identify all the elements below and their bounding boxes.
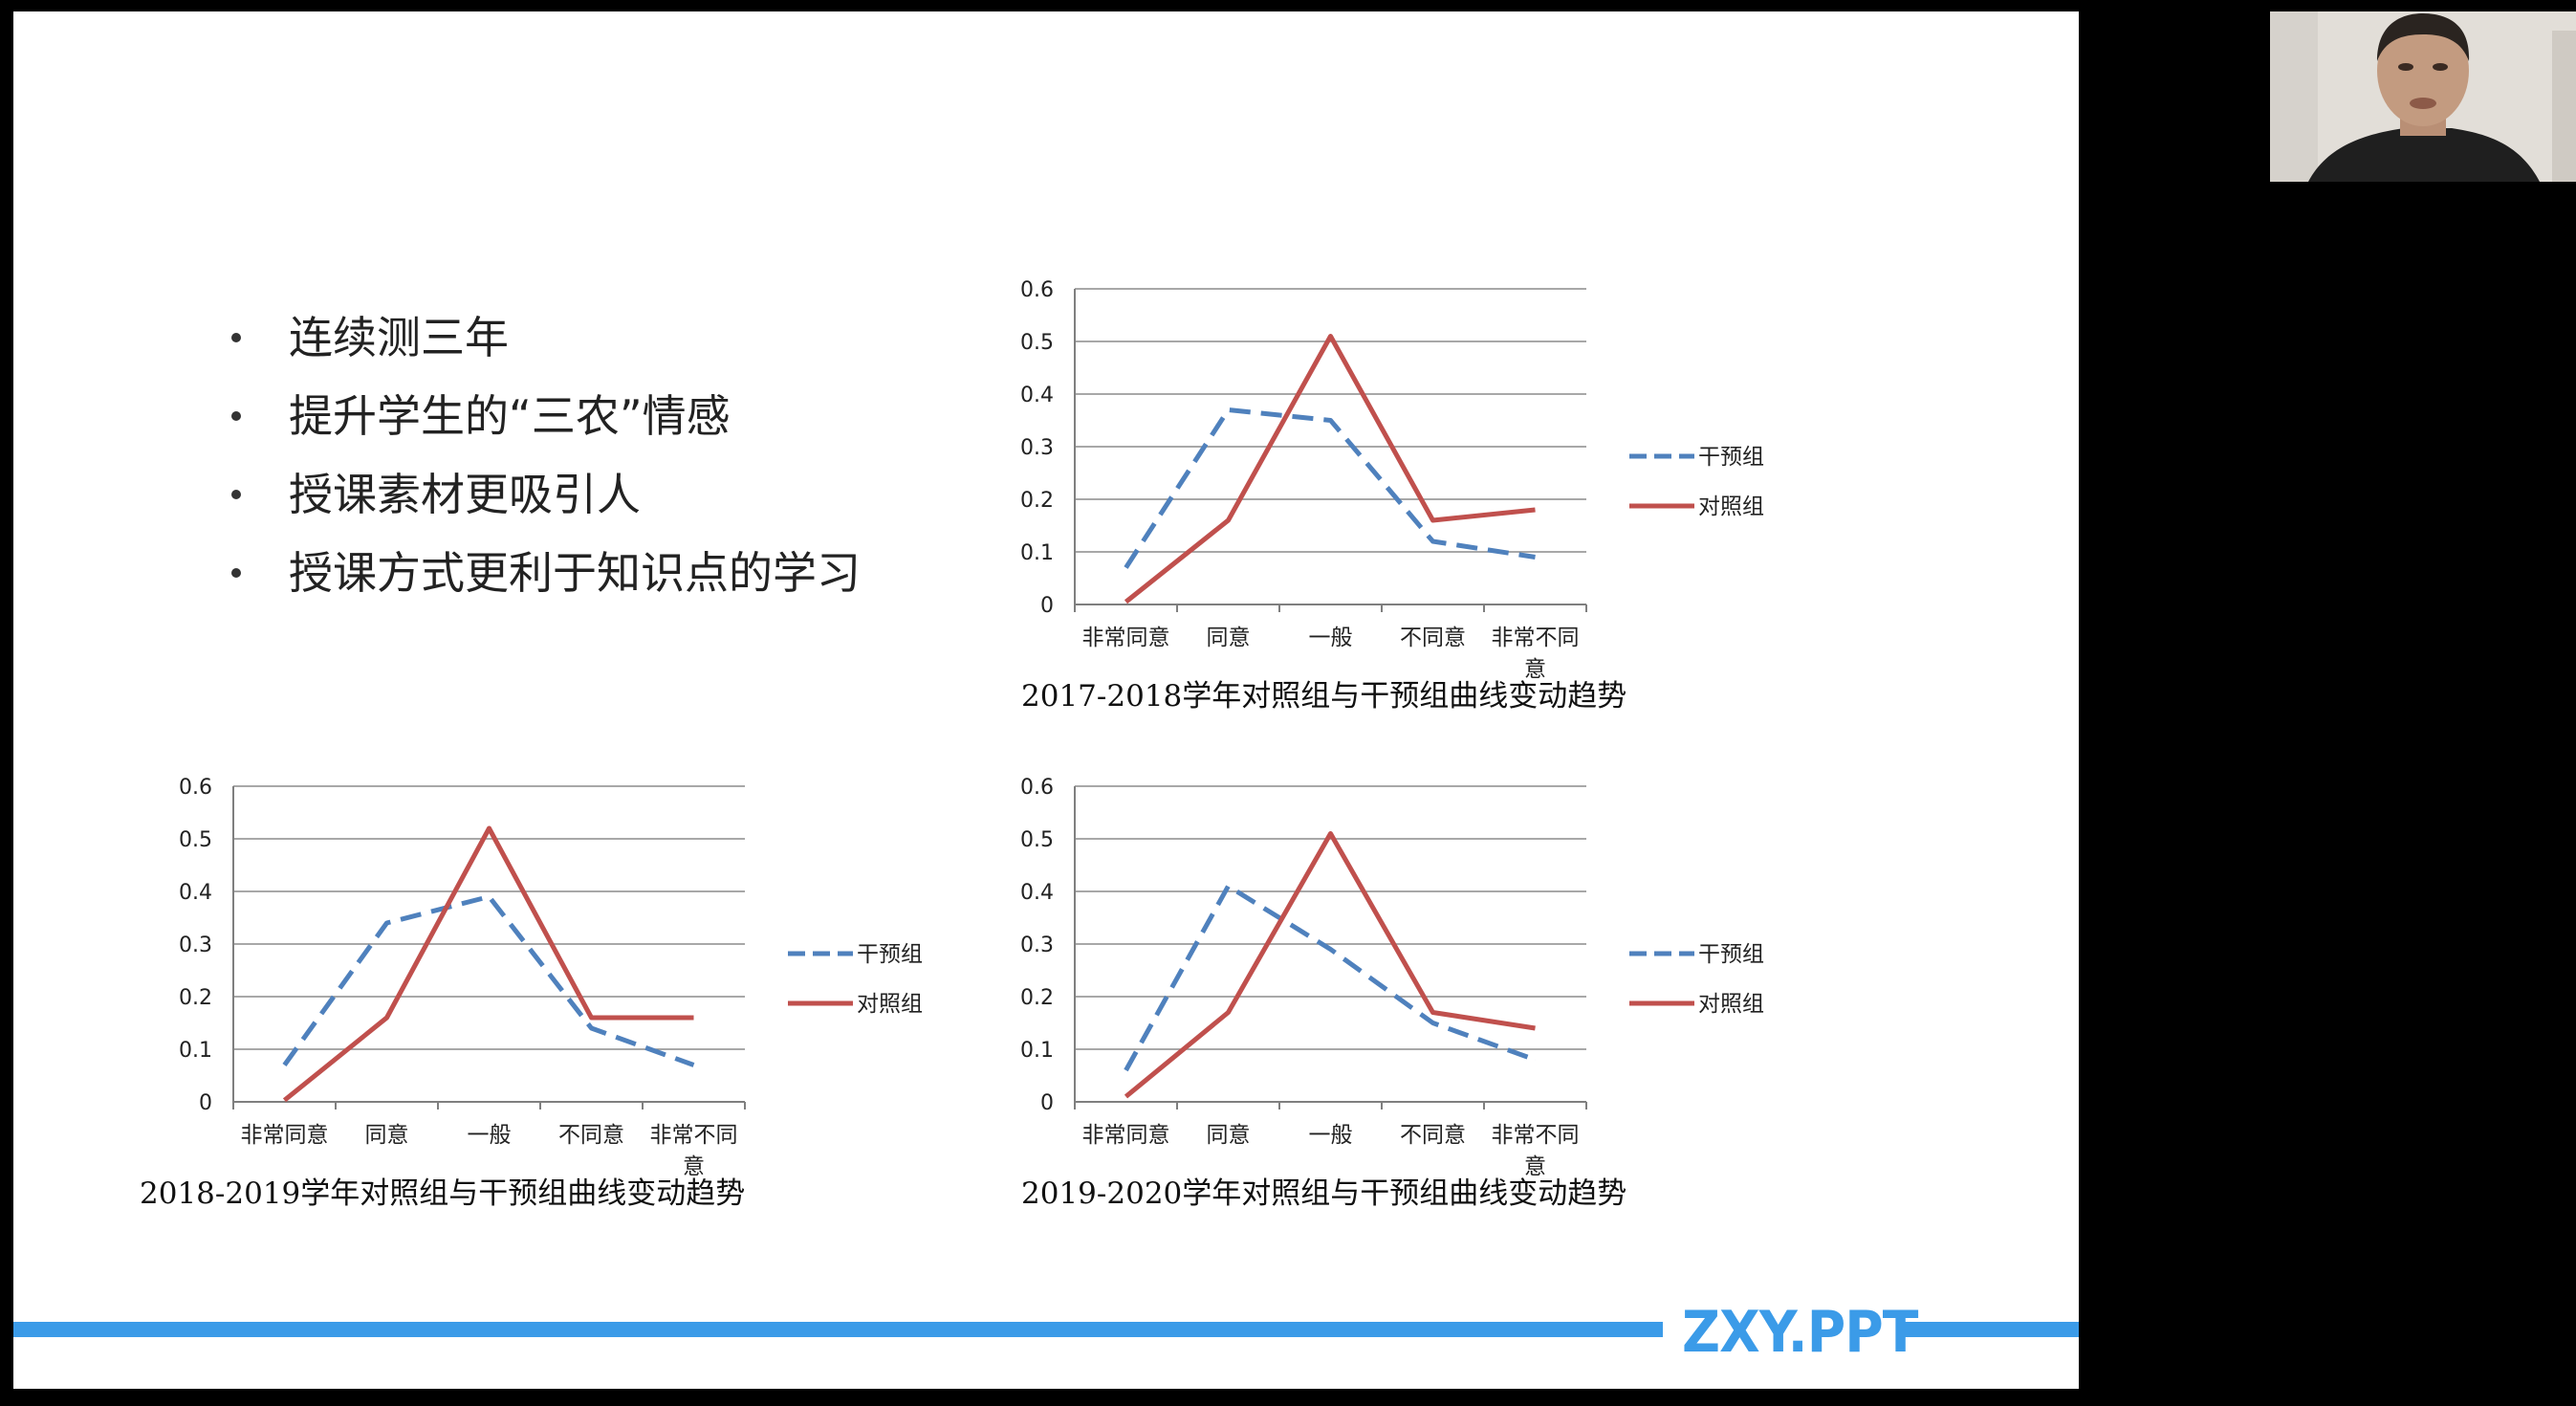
x-tick-label: 非常同意 — [1082, 626, 1170, 650]
x-tick-label: 同意 — [1207, 1123, 1251, 1148]
x-tick-label: 一般 — [1309, 626, 1353, 650]
y-tick-label: 0.2 — [179, 986, 212, 1010]
y-tick-label: 0 — [1040, 594, 1054, 618]
footer-line — [13, 1322, 1663, 1337]
series-line-control — [1124, 334, 1536, 604]
x-tick-label: 非常同意 — [1082, 1123, 1170, 1148]
bullet-dot — [231, 333, 241, 342]
bullet-dot — [231, 568, 241, 578]
legend-label: 对照组 — [1698, 992, 1764, 1017]
bullet-text: 授课素材更吸引人 — [289, 469, 641, 520]
chart-caption-2017-2018: 2017-2018学年对照组与干预组曲线变动趋势 — [1021, 679, 1627, 714]
y-tick-label: 0.3 — [179, 934, 212, 957]
x-tick-label: 意 — [1524, 657, 1546, 682]
y-tick-label: 0.1 — [179, 1039, 212, 1063]
series-line-intervention — [282, 894, 695, 1067]
x-tick-label: 一般 — [1309, 1123, 1353, 1148]
y-tick-label: 0.2 — [1020, 986, 1054, 1010]
bullet-item: 授课素材更吸引人 — [220, 455, 861, 534]
footer-line — [1899, 1322, 2079, 1337]
x-tick-label: 非常不同 — [650, 1123, 738, 1148]
y-tick-label: 0.3 — [1020, 436, 1054, 460]
legend-label: 干预组 — [1698, 445, 1764, 470]
y-tick-label: 0.3 — [1020, 934, 1054, 957]
y-tick-label: 0.1 — [1020, 1039, 1054, 1063]
series-line-control — [1124, 831, 1536, 1099]
y-tick-label: 0.5 — [1020, 331, 1054, 355]
x-tick-label: 意 — [683, 1154, 705, 1179]
bullet-dot — [231, 490, 241, 499]
chart-caption-2018-2019: 2018-2019学年对照组与干预组曲线变动趋势 — [140, 1176, 746, 1211]
bullet-text: 提升学生的“三农”情感 — [289, 390, 731, 442]
bullet-list: 连续测三年 提升学生的“三农”情感 授课素材更吸引人 授课方式更利于知识点的学习 — [220, 298, 861, 612]
x-tick-label: 不同意 — [558, 1123, 624, 1148]
legend-label: 干预组 — [857, 942, 923, 967]
y-tick-label: 0.4 — [1020, 881, 1054, 905]
y-tick-label: 0 — [1040, 1091, 1054, 1115]
y-tick-label: 0.6 — [1020, 776, 1054, 800]
x-tick-label: 非常不同 — [1492, 626, 1580, 650]
y-tick-label: 0 — [199, 1091, 212, 1115]
x-tick-label: 不同意 — [1400, 1123, 1466, 1148]
bullet-text: 授课方式更利于知识点的学习 — [289, 547, 861, 599]
bullet-item: 提升学生的“三农”情感 — [220, 377, 861, 455]
legend-label: 干预组 — [1698, 942, 1764, 967]
y-tick-label: 0.6 — [1020, 278, 1054, 302]
x-tick-label: 一般 — [468, 1123, 512, 1148]
x-tick-label: 不同意 — [1400, 626, 1466, 650]
y-tick-label: 0.6 — [179, 776, 212, 800]
x-tick-label: 意 — [1524, 1154, 1546, 1179]
x-tick-label: 非常不同 — [1492, 1123, 1580, 1148]
bullet-item: 连续测三年 — [220, 298, 861, 377]
y-tick-label: 0.5 — [179, 828, 212, 852]
slide: 连续测三年 提升学生的“三农”情感 授课素材更吸引人 授课方式更利于知识点的学习… — [13, 11, 2079, 1389]
x-tick-label: 同意 — [1207, 626, 1251, 650]
legend-label: 对照组 — [857, 992, 923, 1017]
chart-caption-2019-2020: 2019-2020学年对照组与干预组曲线变动趋势 — [1021, 1176, 1627, 1211]
y-tick-label: 0.2 — [1020, 489, 1054, 513]
series-line-intervention — [1124, 407, 1536, 569]
x-tick-label: 非常同意 — [241, 1123, 329, 1148]
y-tick-label: 0.1 — [1020, 541, 1054, 565]
bullet-dot — [231, 411, 241, 421]
y-tick-label: 0.4 — [179, 881, 212, 905]
y-tick-label: 0.4 — [1020, 384, 1054, 407]
legend-label: 对照组 — [1698, 494, 1764, 519]
bullet-text: 连续测三年 — [289, 312, 509, 363]
x-tick-label: 同意 — [365, 1123, 409, 1148]
brand-logo: ZXY.PPT — [1682, 1299, 1918, 1366]
series-line-intervention — [1124, 884, 1537, 1072]
y-tick-label: 0.5 — [1020, 828, 1054, 852]
person-silhouette-icon — [2270, 11, 2576, 182]
webcam-video — [2270, 11, 2576, 182]
series-line-control — [282, 825, 694, 1103]
bullet-item: 授课方式更利于知识点的学习 — [220, 534, 861, 612]
